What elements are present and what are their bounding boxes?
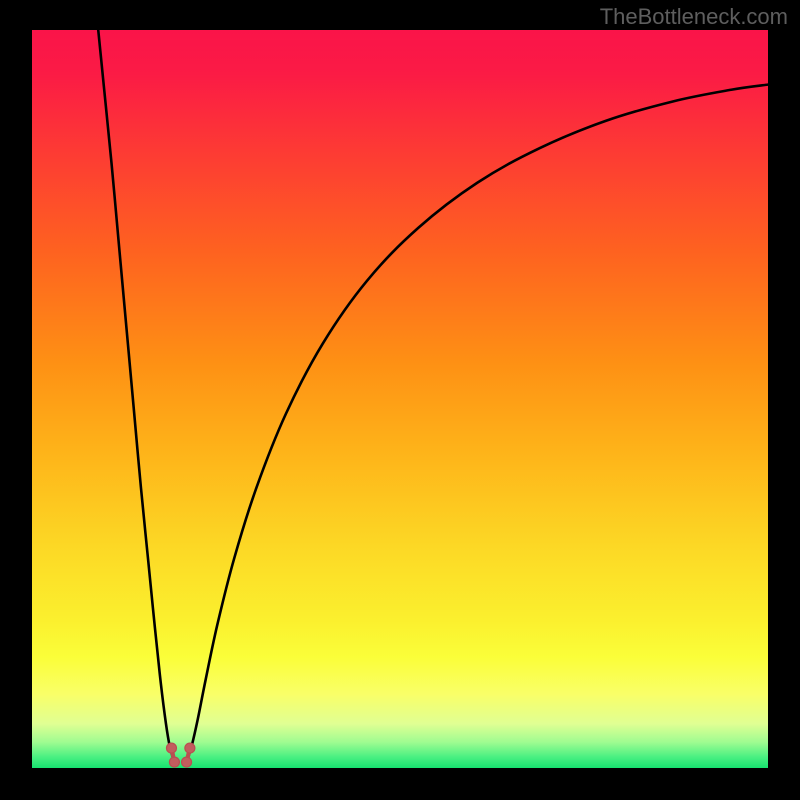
marker-right-1 xyxy=(185,743,195,753)
plot-area xyxy=(32,30,768,768)
chart-container: TheBottleneck.com xyxy=(0,0,800,800)
chart-svg xyxy=(32,30,768,768)
marker-left-1 xyxy=(169,757,179,767)
gradient-background xyxy=(32,30,768,768)
marker-right-0 xyxy=(182,757,192,767)
marker-left-0 xyxy=(166,743,176,753)
attribution-text: TheBottleneck.com xyxy=(600,4,788,30)
